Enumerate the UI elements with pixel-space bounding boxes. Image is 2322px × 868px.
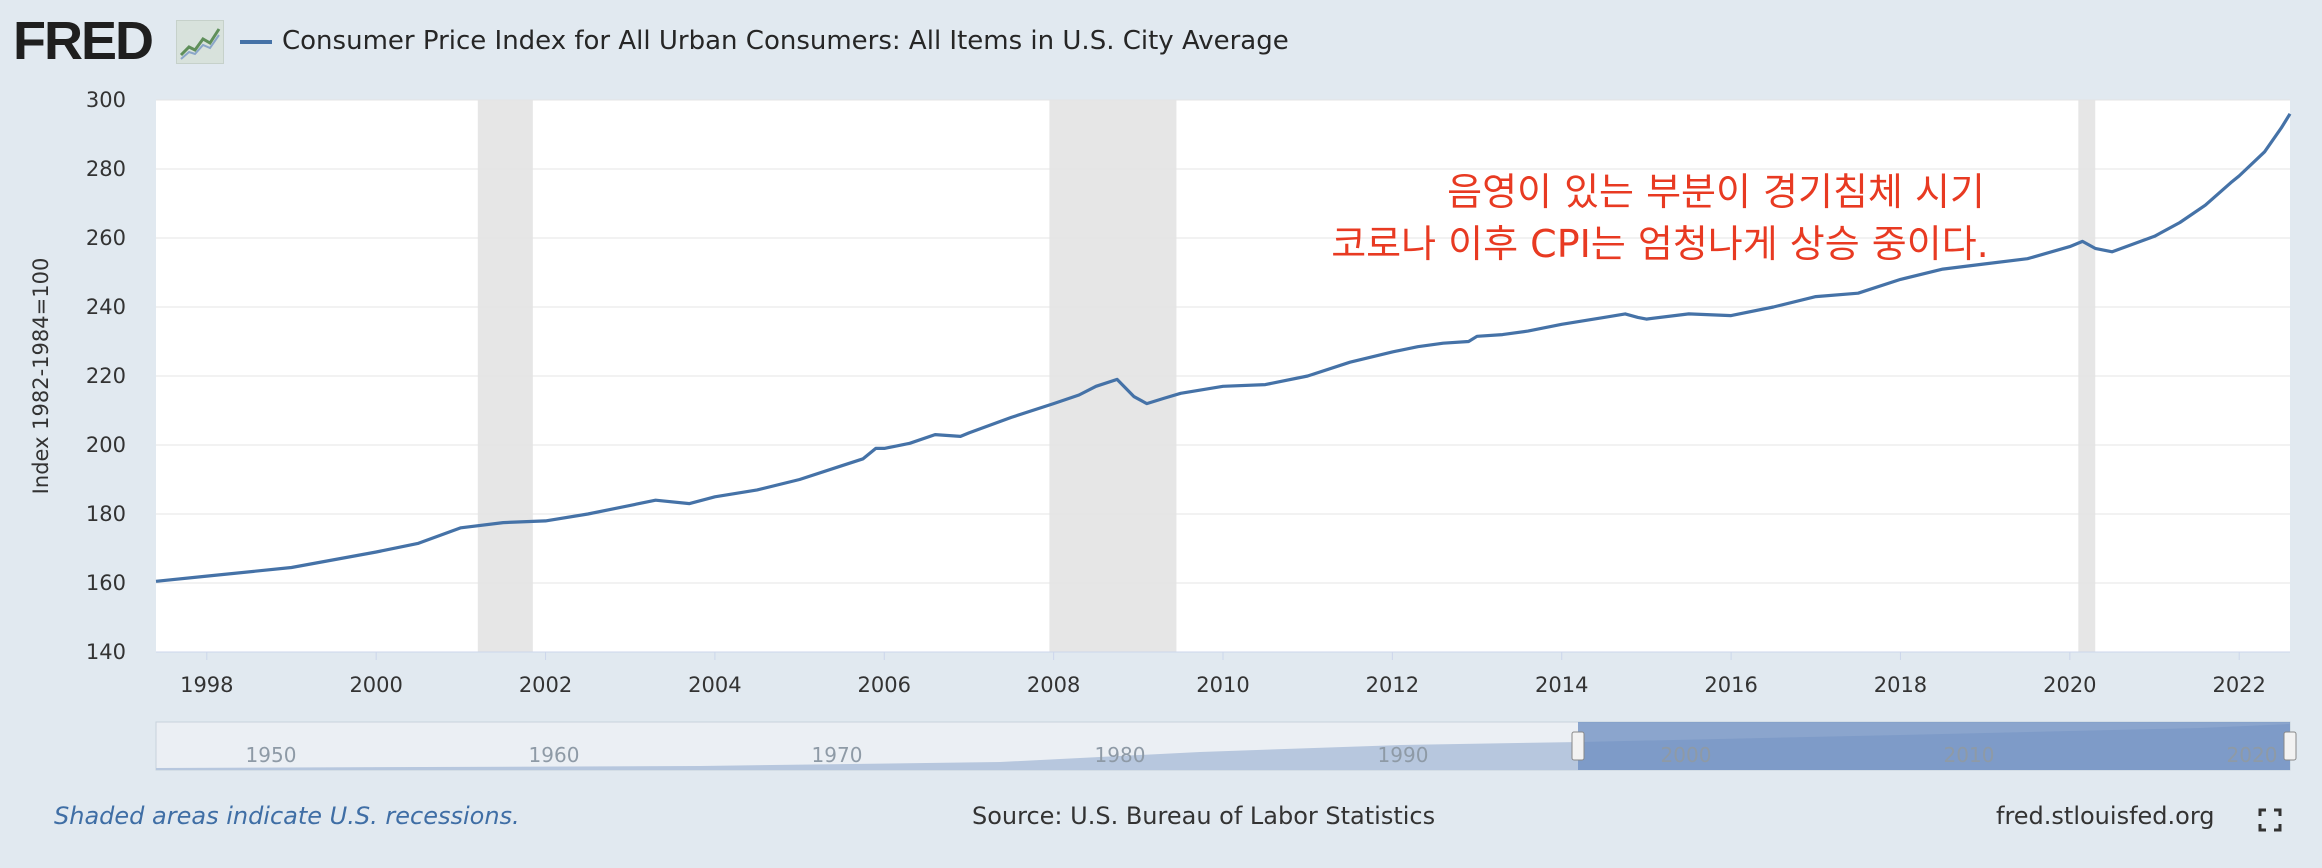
navigator-tick-label: 1990 [1378, 743, 1429, 767]
annotation-line-1: 음영이 있는 부분이 경기침체 시기 [1447, 170, 1985, 214]
navigator-tick-label: 2010 [1944, 743, 1995, 767]
fred-graph-logo-icon[interactable] [176, 20, 224, 64]
fred-logo[interactable]: FRED [13, 11, 154, 71]
y-tick-label: 260 [86, 226, 126, 250]
series-title: Consumer Price Index for All Urban Consu… [282, 26, 1289, 56]
y-tick-label: 160 [86, 571, 126, 595]
x-tick-label: 2018 [1874, 673, 1927, 697]
x-tick-label: 2002 [519, 673, 572, 697]
navigator-tick-label: 2020 [2227, 743, 2278, 767]
y-tick-label: 280 [86, 157, 126, 181]
y-tick-label: 240 [86, 295, 126, 319]
x-tick-label: 2000 [349, 673, 402, 697]
chart-header: FRED Consumer Price Index for All Urban … [0, 0, 2322, 90]
x-tick-label: 2022 [2212, 673, 2265, 697]
recession-note: Shaded areas indicate U.S. recessions. [54, 802, 520, 830]
x-tick-label: 2020 [2043, 673, 2096, 697]
chart-annotation: 음영이 있는 부분이 경기침체 시기 코로나 이후 CPI는 엄청나게 상승 중… [1331, 170, 1989, 266]
navigator-tick-label: 1980 [1095, 743, 1146, 767]
annotation-line-2: 코로나 이후 CPI는 엄청나게 상승 중이다. [1331, 222, 1989, 266]
series-lines [155, 112, 2292, 583]
navigator-tick-label: 1970 [812, 743, 863, 767]
navigator-selected-range [1578, 722, 2290, 770]
y-tick-label: 300 [86, 88, 126, 112]
y-tick-label: 140 [86, 640, 126, 664]
navigator-tick-label: 1960 [529, 743, 580, 767]
navigator-left-handle[interactable] [1571, 731, 1585, 761]
chart-canvas: 140 160 180 200 220 240 260 280 300 1998 2000 2002… [29, 88, 2297, 771]
y-axis: 140 160 180 200 220 240 260 280 300 [86, 88, 126, 664]
x-tick-label: 1998 [180, 673, 233, 697]
x-tick-label: 2010 [1196, 673, 1249, 697]
y-tick-label: 220 [86, 364, 126, 388]
legend-swatch [240, 40, 272, 44]
y-axis-label: Index 1982-1984=100 [29, 258, 53, 495]
navigator-tick-label: 1950 [246, 743, 297, 767]
range-navigator[interactable]: 1950 1960 1970 1980 1990 2000 2010 2020 [155, 721, 2297, 771]
series-line-0 [155, 112, 2292, 583]
x-tick-label: 2008 [1027, 673, 1080, 697]
y-tick-label: 180 [86, 502, 126, 526]
x-axis: 1998 2000 2002 2004 2006 2008 2010 2012 2014 2016… [156, 651, 2290, 697]
x-tick-label: 2006 [858, 673, 911, 697]
x-tick-label: 2004 [688, 673, 741, 697]
fullscreen-icon[interactable] [2258, 808, 2282, 832]
navigator-right-handle[interactable] [2283, 731, 2297, 761]
x-tick-label: 2012 [1366, 673, 1419, 697]
navigator-tick-label: 2000 [1661, 743, 1712, 767]
x-tick-label: 2014 [1535, 673, 1588, 697]
x-tick-label: 2016 [1704, 673, 1757, 697]
site-link[interactable]: fred.stlouisfed.org [1996, 802, 2215, 830]
source-text: Source: U.S. Bureau of Labor Statistics [972, 802, 1436, 830]
y-tick-label: 200 [86, 433, 126, 457]
